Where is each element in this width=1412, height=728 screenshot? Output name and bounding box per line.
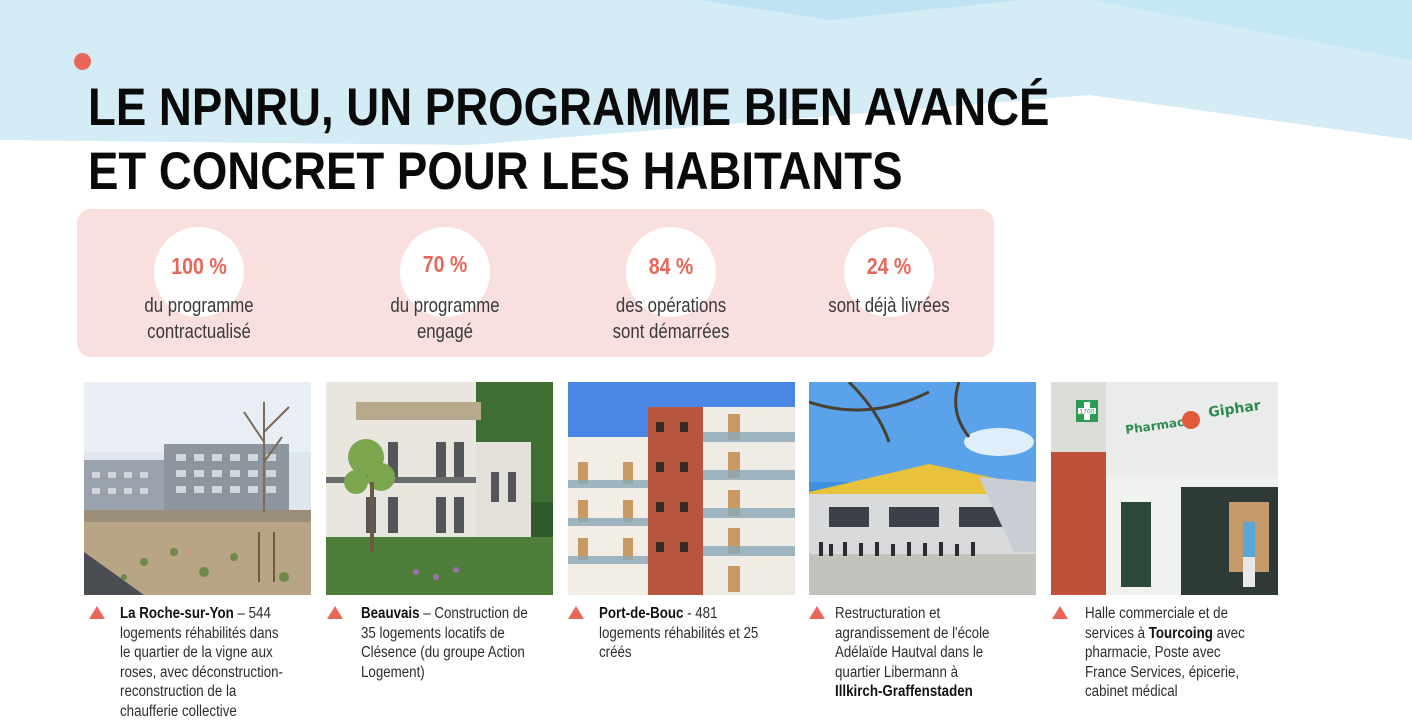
stat-label-line-2: sont démarrées — [612, 321, 730, 343]
pharmacy-cross-number: 1700 — [1079, 409, 1094, 416]
stat-label-line-1: sont déjà livrées — [828, 295, 950, 317]
stat-label: du programme engagé — [344, 293, 546, 345]
stat-label-line-1: du programme — [390, 295, 500, 317]
caption-marker — [568, 606, 584, 619]
caption-marker — [327, 606, 343, 619]
caption-place: Illkirch-Graffenstaden — [835, 683, 973, 700]
stat-label-line-2: engagé — [416, 321, 474, 343]
photo-tourcoing: 1700 Pharmacie Giphar — [1051, 382, 1278, 595]
stat-label-line-2: contractualisé — [147, 321, 251, 343]
caption-place: Tourcoing — [1148, 624, 1213, 642]
photo-illkirch-graffenstaden — [809, 382, 1036, 595]
caption-place: La Roche-sur-Yon — [120, 605, 234, 622]
stat-circle — [626, 227, 716, 317]
stat-label-line-1: des opérations — [615, 295, 727, 317]
caption-text: Restructuration et agrandissement de l'é… — [835, 605, 990, 681]
stats-panel: 100 % du programme contractualisé 70 % d… — [77, 209, 994, 357]
caption-text-after: avec pharmacie, Poste avec France Servic… — [1085, 624, 1245, 701]
stat-circle — [844, 227, 934, 317]
stat-value: 24 % — [866, 253, 912, 279]
stat-value: 100 % — [171, 253, 227, 279]
caption-text: – 544 logements réhabilités dans le quar… — [120, 605, 284, 720]
caption-marker — [89, 606, 105, 619]
stat-label: du programme contractualisé — [98, 293, 300, 345]
caption-text: – Construction de 35 logements locatifs … — [361, 605, 528, 681]
title-line-2: ET CONCRET POUR LES HABITANTS — [88, 142, 903, 201]
stat-label: des opérations sont démarrées — [570, 293, 772, 345]
stat-circle — [154, 227, 244, 317]
caption-marker — [1052, 606, 1068, 619]
stat-circle — [400, 227, 490, 317]
stat-label: sont déjà livrées — [788, 293, 990, 319]
photo-beauvais — [326, 382, 553, 595]
caption-beauvais: Beauvais – Construction de 35 logements … — [361, 604, 533, 682]
caption-la-roche-sur-yon: La Roche-sur-Yon – 544 logements réhabil… — [120, 604, 292, 721]
accent-dot — [74, 53, 91, 70]
stat-value: 84 % — [648, 253, 694, 279]
caption-place: Beauvais — [361, 605, 420, 622]
title-line-1: LE NPNRU, UN PROGRAMME BIEN AVANCÉ — [88, 78, 1050, 137]
caption-marker — [809, 606, 825, 619]
caption-tourcoing: Halle commerciale et de services à Tourc… — [1085, 604, 1257, 702]
photo-la-roche-sur-yon — [84, 382, 311, 595]
stat-label-line-1: du programme — [144, 295, 254, 317]
caption-place: Port-de-Bouc — [599, 605, 684, 622]
photo-port-de-bouc — [568, 382, 795, 595]
page-title: LE NPNRU, UN PROGRAMME BIEN AVANCÉ ET CO… — [88, 76, 1049, 204]
stat-value: 70 % — [422, 251, 468, 277]
caption-text: - 481 logements réhabilités et 25 créés — [599, 605, 759, 661]
caption-port-de-bouc: Port-de-Bouc - 481 logements réhabilités… — [599, 604, 780, 663]
sign-giphar: Giphar — [1207, 398, 1261, 421]
caption-illkirch-graffenstaden: Restructuration et agrandissement de l'é… — [835, 604, 998, 702]
caption-text: Halle commerciale et de services à — [1085, 605, 1228, 642]
